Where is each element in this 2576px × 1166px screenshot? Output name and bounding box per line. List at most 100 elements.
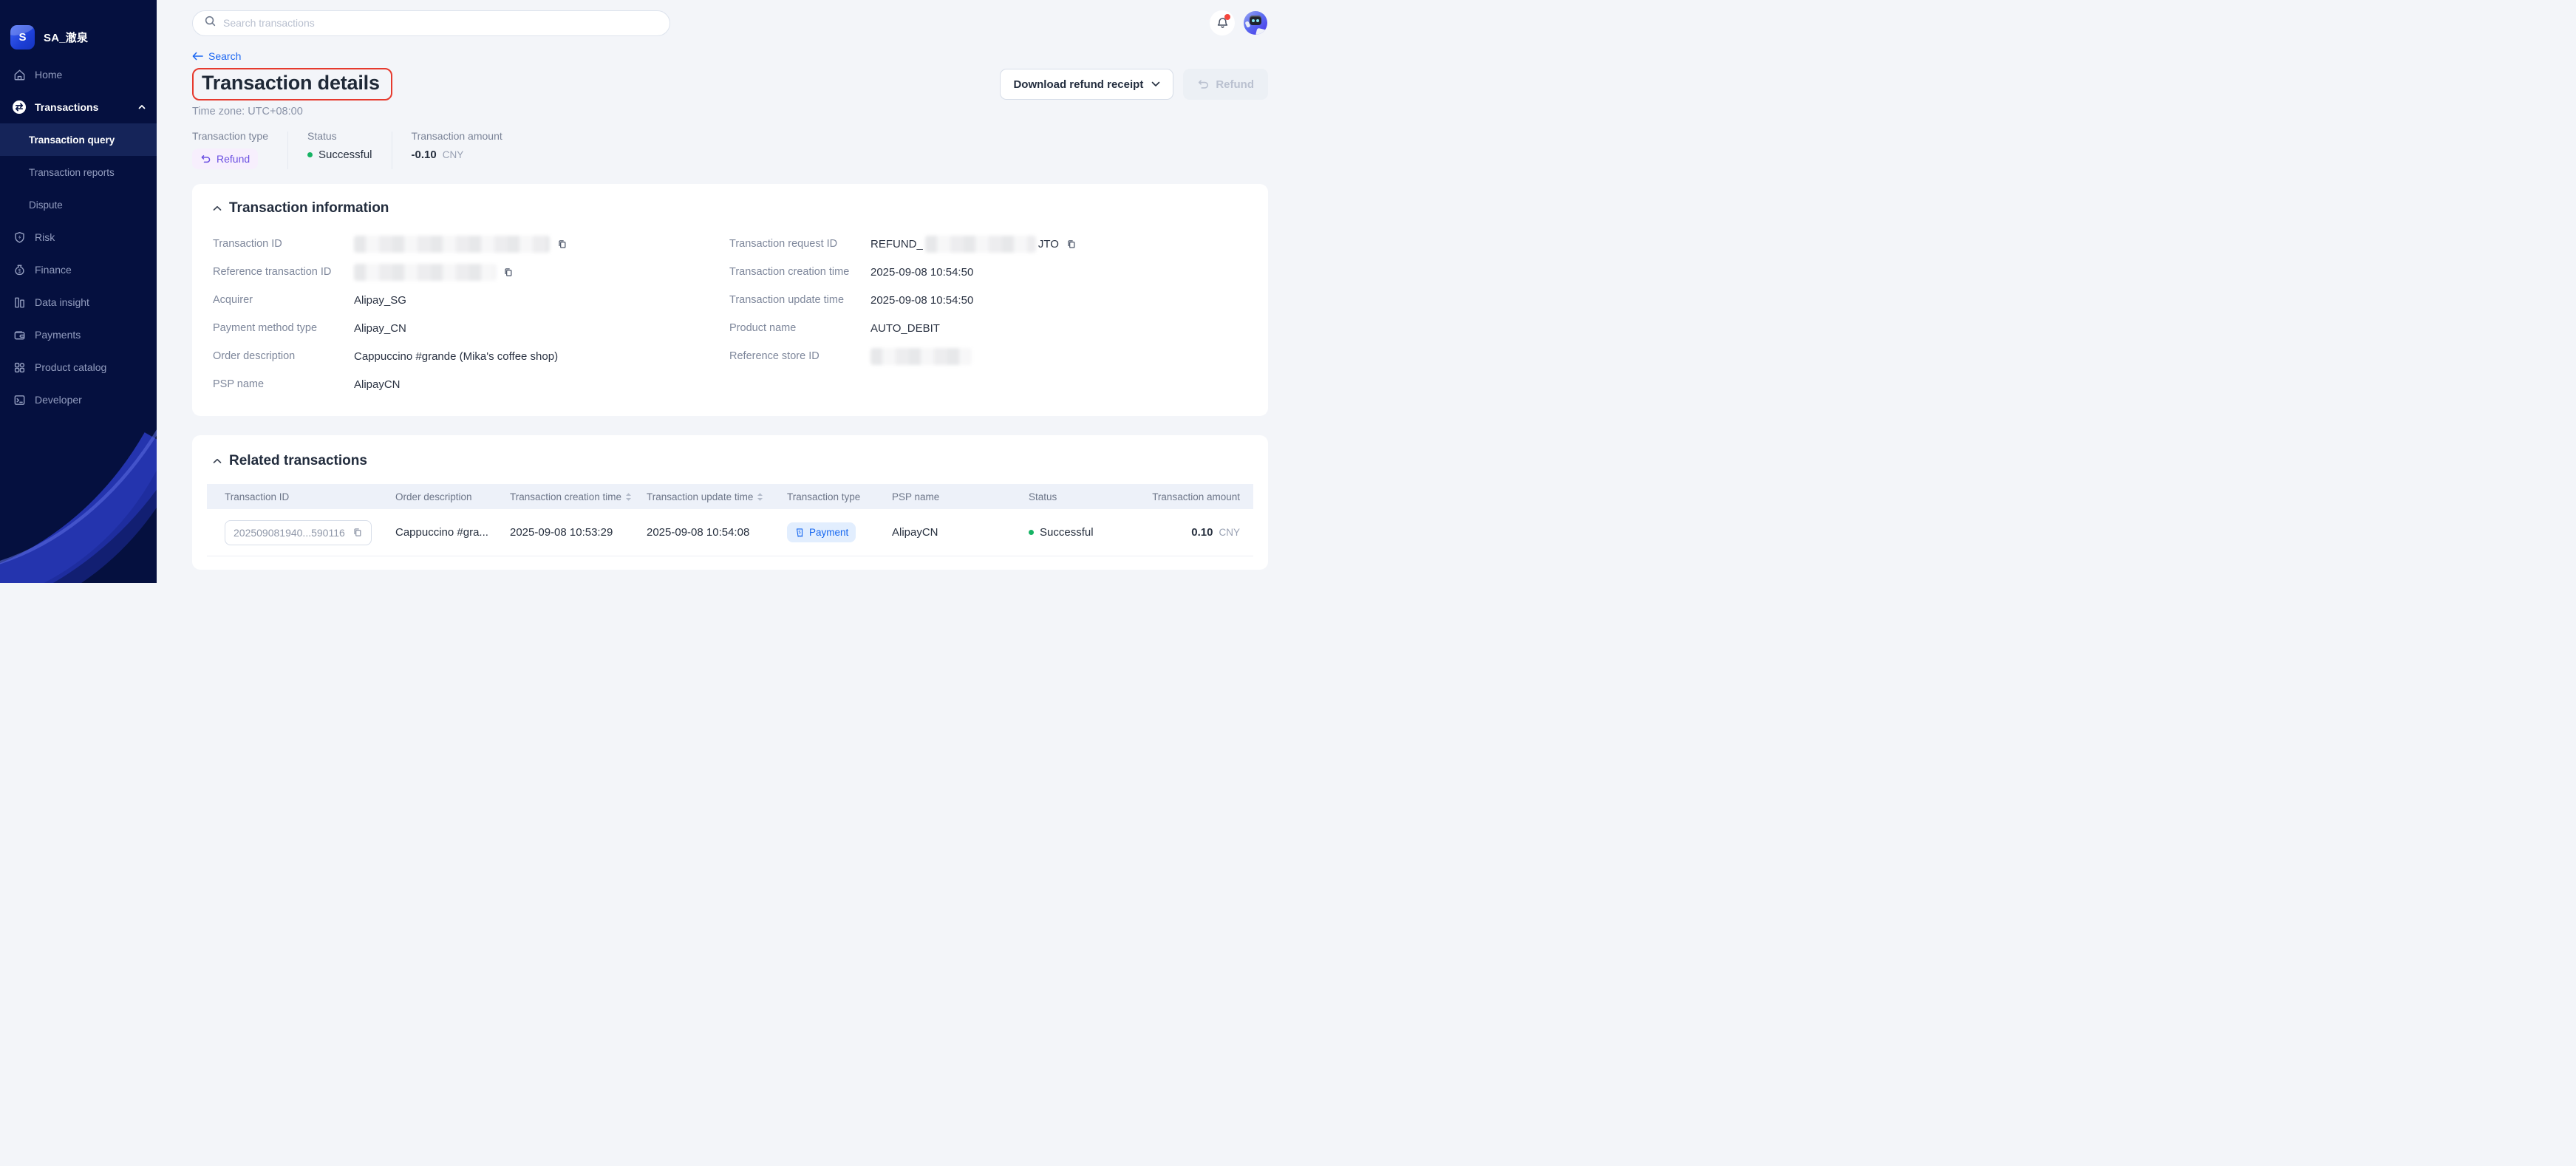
status-success-dot (1029, 530, 1034, 535)
field-reference-transaction-id: Reference transaction ID (213, 258, 729, 286)
refund-arrow-icon (1199, 79, 1209, 89)
field-value: AUTO_DEBIT (870, 321, 940, 335)
copy-icon[interactable] (556, 239, 568, 250)
related-transactions-table: Transaction ID Order description Transac… (207, 484, 1253, 556)
info-grid: Transaction ID Reference transaction ID (213, 230, 1246, 398)
back-arrow-icon (192, 52, 203, 61)
refund-arrow-icon (201, 154, 211, 163)
sidebar-item-data-insight[interactable]: Data insight (0, 286, 157, 318)
field-psp-name: PSP name AlipayCN (213, 370, 729, 398)
summary-status: Status Successful (307, 130, 372, 169)
chevron-down-icon (1152, 81, 1160, 86)
request-id-suffix: JTO (1037, 237, 1059, 250)
field-label: Order description (213, 350, 296, 362)
header-actions: Download refund receipt Refund (1000, 69, 1268, 100)
field-transaction-update-time: Transaction update time 2025-09-08 10:54… (729, 286, 1246, 314)
amount-currency: CNY (442, 149, 464, 160)
amount-value: 0.10 (1191, 526, 1213, 539)
table-header-row: Transaction ID Order description Transac… (207, 484, 1253, 509)
transaction-information-header[interactable]: Transaction information (213, 200, 1246, 217)
sidebar-item-dispute[interactable]: Dispute (0, 188, 157, 221)
sidebar-decoration (0, 429, 157, 583)
cell-transaction-amount: 0.10 CNY (1139, 526, 1253, 539)
sidebar-item-transaction-reports[interactable]: Transaction reports (0, 156, 157, 188)
notifications-bell-icon[interactable] (1210, 10, 1235, 35)
status-value: Successful (318, 149, 372, 161)
status-success-dot (307, 152, 313, 157)
sidebar-item-label: Payments (35, 329, 81, 341)
summary-label: Status (307, 130, 337, 142)
column-header-update-time: Transaction update time (647, 491, 787, 502)
summary-amount: Transaction amount -0.10 CNY (412, 130, 502, 169)
sidebar-item-payments[interactable]: Payments (0, 318, 157, 351)
cell-transaction-type: $ Payment (787, 522, 892, 542)
amount-value: -0.10 (411, 149, 437, 161)
user-avatar[interactable] (1244, 11, 1267, 35)
shield-risk-icon (12, 230, 27, 245)
copy-icon[interactable] (1066, 239, 1077, 250)
sidebar-item-label: Home (35, 69, 63, 81)
merchant-logo: S (10, 25, 35, 50)
transaction-id-chip[interactable]: 202509081940...590116 (225, 519, 372, 545)
sort-icon[interactable] (625, 492, 632, 502)
search-box[interactable] (192, 10, 670, 36)
redacted-value (354, 263, 496, 281)
field-value: 2025-09-08 10:54:50 (870, 293, 974, 307)
sort-icon[interactable] (757, 492, 763, 502)
redacted-value (924, 235, 1036, 253)
terminal-icon (12, 392, 27, 407)
amount-currency: CNY (1219, 527, 1240, 538)
column-header-transaction-id: Transaction ID (225, 491, 290, 502)
sidebar-item-transaction-query[interactable]: Transaction query (0, 123, 157, 156)
related-transactions-card: Related transactions Transaction ID Orde… (192, 435, 1268, 570)
app-window: S SA_澈泉 Home Transactions Transaction (0, 0, 1288, 583)
summary-transaction-type: Transaction type Refund (192, 130, 268, 169)
section-title: Transaction information (229, 200, 389, 216)
field-label: Reference store ID (729, 350, 820, 362)
sidebar-item-home[interactable]: Home (0, 58, 157, 91)
transaction-id-text: 202509081940...590116 (234, 526, 345, 539)
sidebar-item-label: Dispute (29, 199, 63, 211)
red-annotation-box: Transaction details (192, 68, 392, 100)
column-header-transaction-amount: Transaction amount (1152, 491, 1240, 502)
field-reference-store-id: Reference store ID (729, 342, 1246, 370)
grid-icon (12, 360, 27, 375)
column-header-status: Status (1029, 491, 1057, 502)
back-to-search-link[interactable]: Search (192, 50, 241, 62)
refund-button[interactable]: Refund (1183, 69, 1268, 100)
copy-icon[interactable] (352, 527, 363, 538)
field-order-description: Order description Cappuccino #grande (Mi… (213, 342, 729, 370)
copy-icon[interactable] (502, 267, 514, 278)
request-id-prefix: REFUND_ (870, 237, 923, 250)
cell-update-time: 2025-09-08 10:54:08 (647, 526, 750, 539)
title-row: Transaction details Download refund rece… (192, 68, 1268, 100)
info-column-left: Transaction ID Reference transaction ID (213, 230, 729, 398)
transactions-icon (12, 100, 27, 115)
field-label: Transaction ID (213, 238, 282, 250)
related-transactions-header[interactable]: Related transactions (207, 453, 1253, 469)
sidebar-item-developer[interactable]: Developer (0, 383, 157, 416)
sidebar-item-risk[interactable]: Risk (0, 221, 157, 253)
download-refund-receipt-button[interactable]: Download refund receipt (1000, 69, 1174, 100)
table-row[interactable]: 202509081940...590116 Cappuccino #gra...… (207, 509, 1253, 556)
chevron-up-icon[interactable] (137, 103, 146, 112)
sidebar-item-label: Finance (35, 264, 72, 276)
svg-text:$: $ (798, 531, 800, 535)
avatar-robot-head (1250, 16, 1261, 25)
field-label: Transaction request ID (729, 238, 838, 250)
search-input[interactable] (223, 17, 658, 29)
payment-badge-label: Payment (809, 527, 849, 538)
redacted-value (354, 235, 550, 253)
sidebar-item-transactions[interactable]: Transactions (0, 91, 157, 123)
sidebar-item-product-catalog[interactable]: Product catalog (0, 351, 157, 383)
field-payment-method-type: Payment method type Alipay_CN (213, 314, 729, 342)
field-value: Alipay_CN (354, 321, 406, 335)
money-bag-icon: $ (12, 262, 27, 277)
transaction-summary: Transaction type Refund Status Successfu… (192, 130, 1268, 169)
section-title: Related transactions (229, 453, 367, 468)
sidebar-nav: Home Transactions Transaction query Tran… (0, 58, 157, 416)
back-row: Search (192, 49, 1268, 64)
column-header-label: Transaction update time (647, 491, 754, 502)
page-title: Transaction details (202, 72, 380, 94)
sidebar-item-finance[interactable]: $ Finance (0, 253, 157, 286)
